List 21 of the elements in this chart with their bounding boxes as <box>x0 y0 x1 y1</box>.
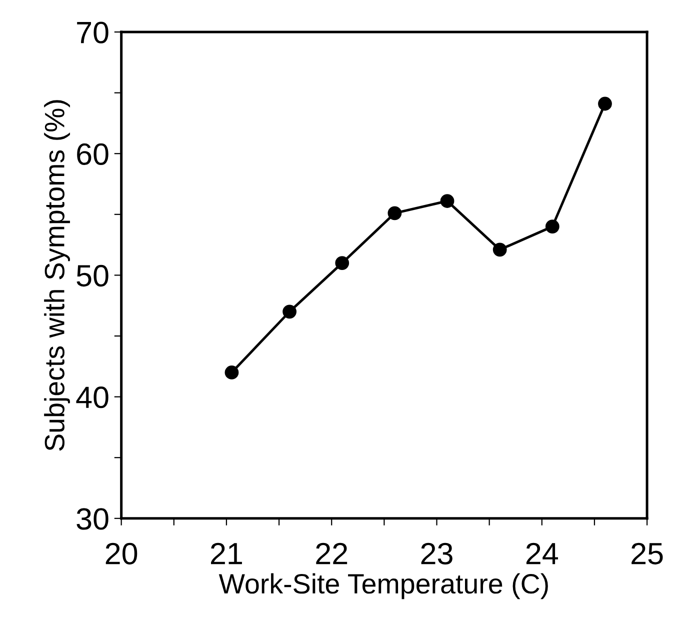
x-tick-label: 24 <box>526 542 558 564</box>
x-tick-label: 22 <box>316 542 348 564</box>
y-tick-label: 30 <box>76 508 108 530</box>
y-tick-label: 50 <box>76 264 108 287</box>
y-tick-label: 60 <box>77 143 108 165</box>
x-tick-label: 20 <box>106 542 138 564</box>
x-tick-label: 25 <box>632 542 663 564</box>
y-axis-title: Subjects with Symptoms (%) <box>44 100 70 451</box>
y-tick-label: 40 <box>76 386 108 408</box>
x-axis-title: Work-Site Temperature (C) <box>218 573 548 600</box>
point <box>440 194 454 208</box>
x-tick-label: 23 <box>421 542 452 564</box>
point <box>224 366 239 380</box>
point <box>282 304 296 319</box>
point <box>492 242 507 257</box>
point <box>388 206 402 220</box>
y-tick-label: 70 <box>77 22 108 44</box>
point <box>598 96 612 111</box>
x-tick-label: 21 <box>211 542 242 564</box>
point <box>335 256 350 270</box>
point <box>545 220 560 234</box>
